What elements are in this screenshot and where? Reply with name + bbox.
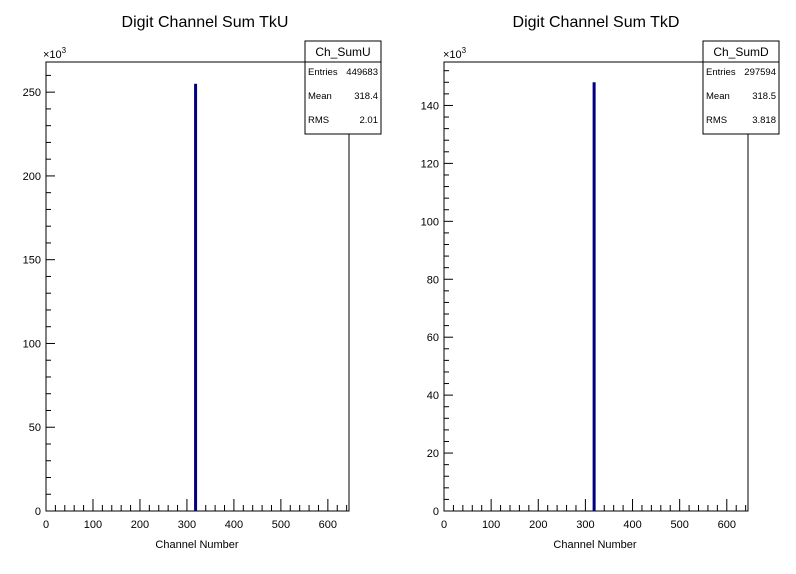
stats-label: RMS: [308, 115, 329, 126]
y-tick-label: 80: [427, 274, 439, 286]
y-tick-label: 200: [23, 171, 41, 183]
stats-label: Entries: [308, 67, 338, 78]
stats-value: 449683: [346, 67, 378, 78]
y-axis-ticks: 0 20 40 60 80 100 120 140: [421, 70, 453, 518]
histogram-bar: [194, 83, 198, 512]
stats-value: 318.5: [752, 91, 776, 102]
x-tick-label: 500: [272, 519, 290, 531]
x-axis-ticks: 0 100 200 300 400 500 600: [43, 499, 348, 531]
y-tick-label: 140: [421, 100, 439, 112]
y-tick-label: 250: [23, 87, 41, 99]
panel-tkd: Digit Channel Sum TkD Channel Number ×10…: [421, 14, 780, 551]
stats-value: 297594: [744, 67, 776, 78]
y-tick-label: 0: [35, 506, 41, 518]
stats-box-frame: [702, 40, 780, 135]
stats-value: 3.818: [752, 115, 776, 126]
x-tick-label: 0: [441, 519, 447, 531]
y-tick-label: 40: [427, 390, 439, 402]
stats-label: Entries: [706, 67, 736, 78]
y-tick-label: 100: [421, 216, 439, 228]
y-tick-label: 150: [23, 255, 41, 267]
histogram-bars: [194, 83, 198, 512]
stats-label: Mean: [706, 91, 730, 102]
axes-box: [45, 61, 350, 512]
histogram-bars: [592, 82, 596, 512]
x-tick-label: 500: [670, 519, 688, 531]
x-tick-label: 200: [131, 519, 149, 531]
stats-value: 318.4: [354, 91, 378, 102]
plot-frame: [45, 61, 350, 512]
y-multiplier: ×103: [43, 46, 67, 61]
y-multiplier: ×103: [443, 46, 467, 61]
x-tick-label: 100: [482, 519, 500, 531]
stats-box-frame: [304, 40, 382, 135]
y-multiplier-exponent: 3: [462, 46, 467, 55]
stats-name: Ch_SumU: [315, 45, 370, 59]
x-tick-label: 600: [319, 519, 337, 531]
x-tick-label: 300: [576, 519, 594, 531]
x-axis-ticks: 0 100 200 300 400 500 600: [441, 499, 747, 531]
y-axis-ticks: 0 50 100 150 200 250: [23, 74, 55, 518]
x-axis-label: Channel Number: [553, 539, 636, 551]
y-tick-label: 120: [421, 158, 439, 170]
stats-box: Ch_SumU Entries 449683 Mean 318.4 RMS 2.01: [304, 40, 382, 135]
x-axis-label: Channel Number: [155, 539, 238, 551]
stats-label: Mean: [308, 91, 332, 102]
y-tick-label: 50: [29, 422, 41, 434]
y-multiplier-base: ×10: [443, 49, 462, 61]
chart-title: Digit Channel Sum TkD: [513, 14, 680, 31]
y-tick-label: 20: [427, 448, 439, 460]
panel-tku: Digit Channel Sum TkU Channel Number ×10…: [23, 14, 382, 551]
y-tick-label: 60: [427, 332, 439, 344]
histogram-bar: [592, 82, 596, 512]
x-tick-label: 0: [43, 519, 49, 531]
stats-label: RMS: [706, 115, 727, 126]
x-tick-label: 400: [225, 519, 243, 531]
chart-title: Digit Channel Sum TkU: [122, 14, 289, 31]
x-tick-label: 600: [718, 519, 736, 531]
y-tick-label: 0: [433, 506, 439, 518]
x-tick-label: 300: [178, 519, 196, 531]
stats-value: 2.01: [360, 115, 379, 126]
stats-name: Ch_SumD: [713, 45, 769, 59]
plot-frame: [443, 61, 749, 512]
y-multiplier-base: ×10: [43, 49, 62, 61]
stats-box: Ch_SumD Entries 297594 Mean 318.5 RMS 3.818: [702, 40, 780, 135]
y-tick-label: 100: [23, 338, 41, 350]
x-tick-label: 200: [529, 519, 547, 531]
y-multiplier-exponent: 3: [62, 46, 67, 55]
x-tick-label: 400: [623, 519, 641, 531]
x-tick-label: 100: [84, 519, 102, 531]
axes-box: [443, 61, 749, 512]
